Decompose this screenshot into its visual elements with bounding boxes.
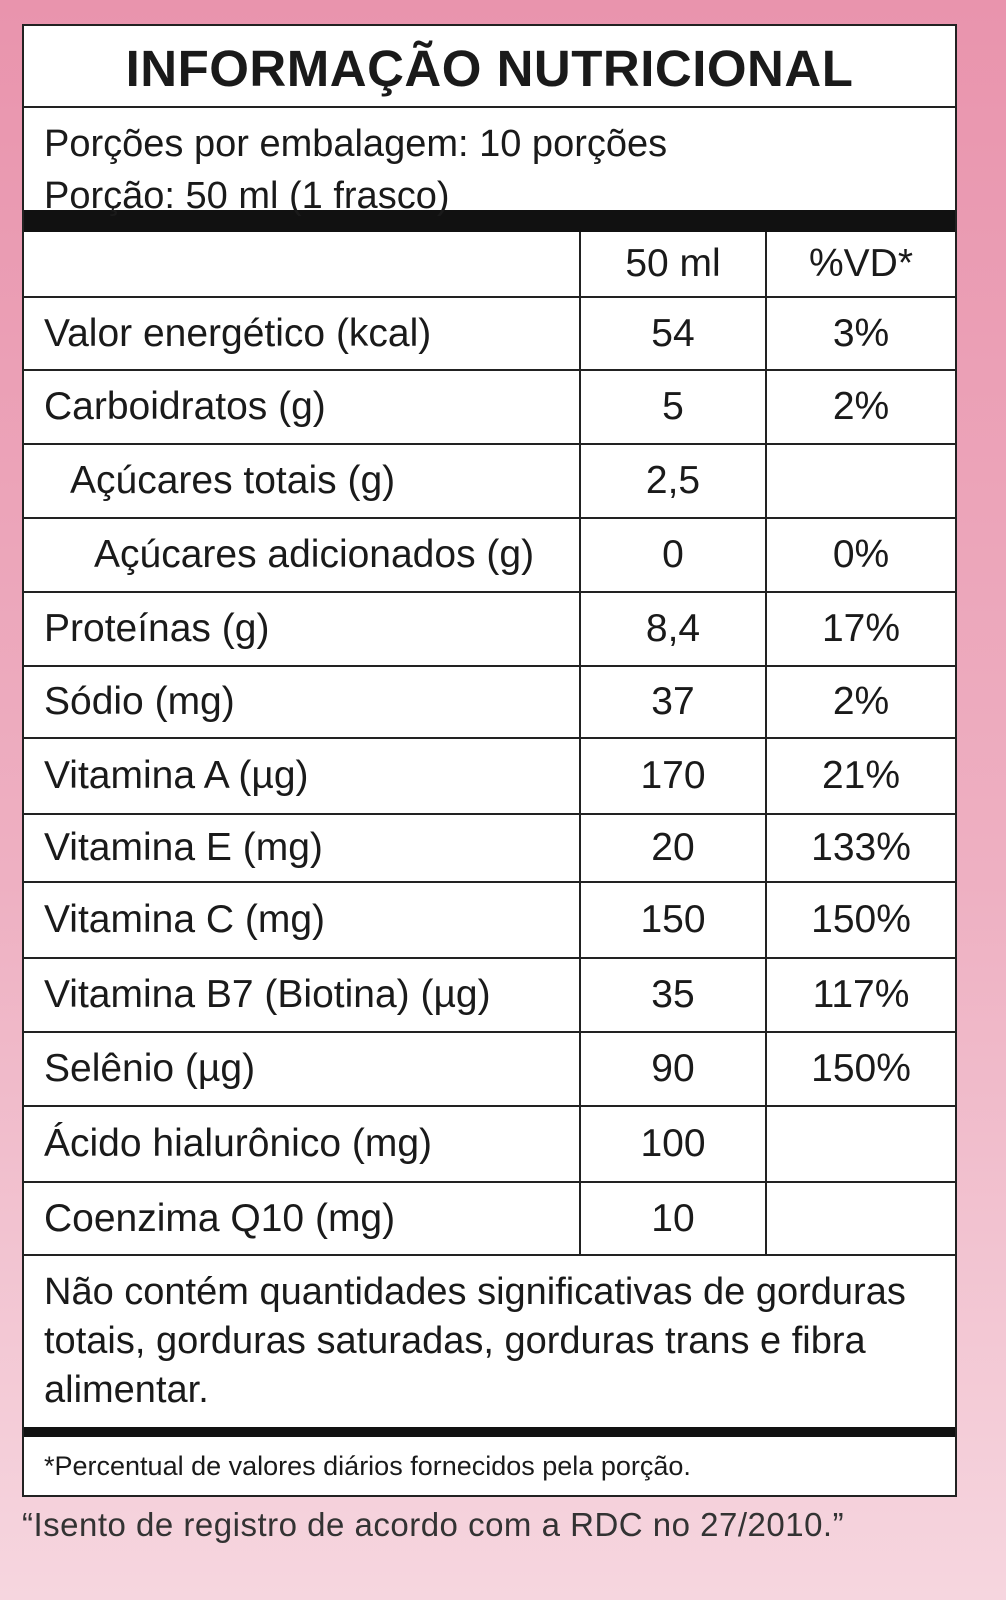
nutrient-dv: 117% [765,957,955,1032]
nutrient-name: Sódio (mg) [24,665,580,738]
table-row: Vitamina C (mg) 150 150% [24,881,955,958]
nutrient-amount: 20 [579,813,766,882]
nutrition-facts-label: INFORMAÇÃO NUTRICIONAL Porções por embal… [22,24,957,1497]
table-row: Vitamina E (mg) 20 133% [24,813,955,882]
table-header-row: 50 ml %VD* [24,232,955,297]
nutrient-amount: 2,5 [579,443,766,518]
nutrient-dv: 21% [765,737,955,814]
nutrient-dv: 133% [765,813,955,882]
nutrient-name: Proteínas (g) [24,591,580,666]
nutrient-dv: 17% [765,591,955,666]
nutrient-dv: 0% [765,517,955,592]
table-row: Carboidratos (g) 5 2% [24,369,955,444]
nutrient-dv: 2% [765,369,955,444]
not-significant-note: Não contém quantidades significativas de… [24,1254,955,1427]
table-row: Açúcares totais (g) 2,5 [24,443,955,518]
serving-size: Porção: 50 ml (1 frasco) [44,175,450,217]
nutrient-name: Coenzima Q10 (mg) [24,1181,580,1254]
table-row: Vitamina B7 (Biotina) (µg) 35 117% [24,957,955,1032]
table-row: Ácido hialurônico (mg) 100 [24,1105,955,1182]
nutrition-table: 50 ml %VD* Valor energético (kcal) 54 3%… [24,232,955,1254]
label-title: INFORMAÇÃO NUTRICIONAL [24,26,955,108]
nutrient-dv: 3% [765,296,955,370]
footnote: *Percentual de valores diários fornecido… [44,1451,691,1481]
nutrient-name: Vitamina E (mg) [24,813,580,882]
nutrient-name: Açúcares totais (g) [24,443,580,518]
nutrient-name: Carboidratos (g) [24,369,580,444]
header-nutrient [24,232,580,297]
nutrient-amount: 100 [579,1105,766,1182]
table-row: Vitamina A (µg) 170 21% [24,737,955,814]
nutrient-name: Selênio (µg) [24,1031,580,1106]
table-row: Coenzima Q10 (mg) 10 [24,1181,955,1254]
nutrient-amount: 0 [579,517,766,592]
nutrient-dv: 150% [765,1031,955,1106]
nutrient-amount: 54 [579,296,766,370]
nutrient-dv: 2% [765,665,955,738]
nutrient-dv [765,1105,955,1182]
nutrient-amount: 5 [579,369,766,444]
nutrient-amount: 90 [579,1031,766,1106]
portions-per-package: Porções por embalagem: 10 porções [44,123,668,165]
nutrient-name: Vitamina A (µg) [24,737,580,814]
footnote-divider [24,1427,955,1437]
nutrient-name: Vitamina B7 (Biotina) (µg) [24,957,580,1032]
nutrient-dv: 150% [765,881,955,958]
nutrient-amount: 170 [579,737,766,814]
nutrient-amount: 35 [579,957,766,1032]
portions-block: Porções por embalagem: 10 porções Porção… [24,108,955,217]
header-dv: %VD* [765,232,955,297]
registration-disclaimer: “Isento de registro de acordo com a RDC … [22,1506,845,1543]
nutrient-amount: 37 [579,665,766,738]
nutrient-dv [765,443,955,518]
nutrient-dv [765,1181,955,1254]
nutrient-name: Ácido hialurônico (mg) [24,1105,580,1182]
nutrient-amount: 8,4 [579,591,766,666]
nutrient-name: Valor energético (kcal) [24,296,580,370]
table-row: Açúcares adicionados (g) 0 0% [24,517,955,592]
nutrient-name: Açúcares adicionados (g) [24,517,580,592]
nutrient-amount: 150 [579,881,766,958]
table-row: Proteínas (g) 8,4 17% [24,591,955,666]
nutrient-name: Vitamina C (mg) [24,881,580,958]
nutrient-amount: 10 [579,1181,766,1254]
header-amount: 50 ml [579,232,766,297]
thick-divider [24,210,955,232]
table-row: Selênio (µg) 90 150% [24,1031,955,1106]
table-row: Sódio (mg) 37 2% [24,665,955,738]
table-row: Valor energético (kcal) 54 3% [24,296,955,370]
